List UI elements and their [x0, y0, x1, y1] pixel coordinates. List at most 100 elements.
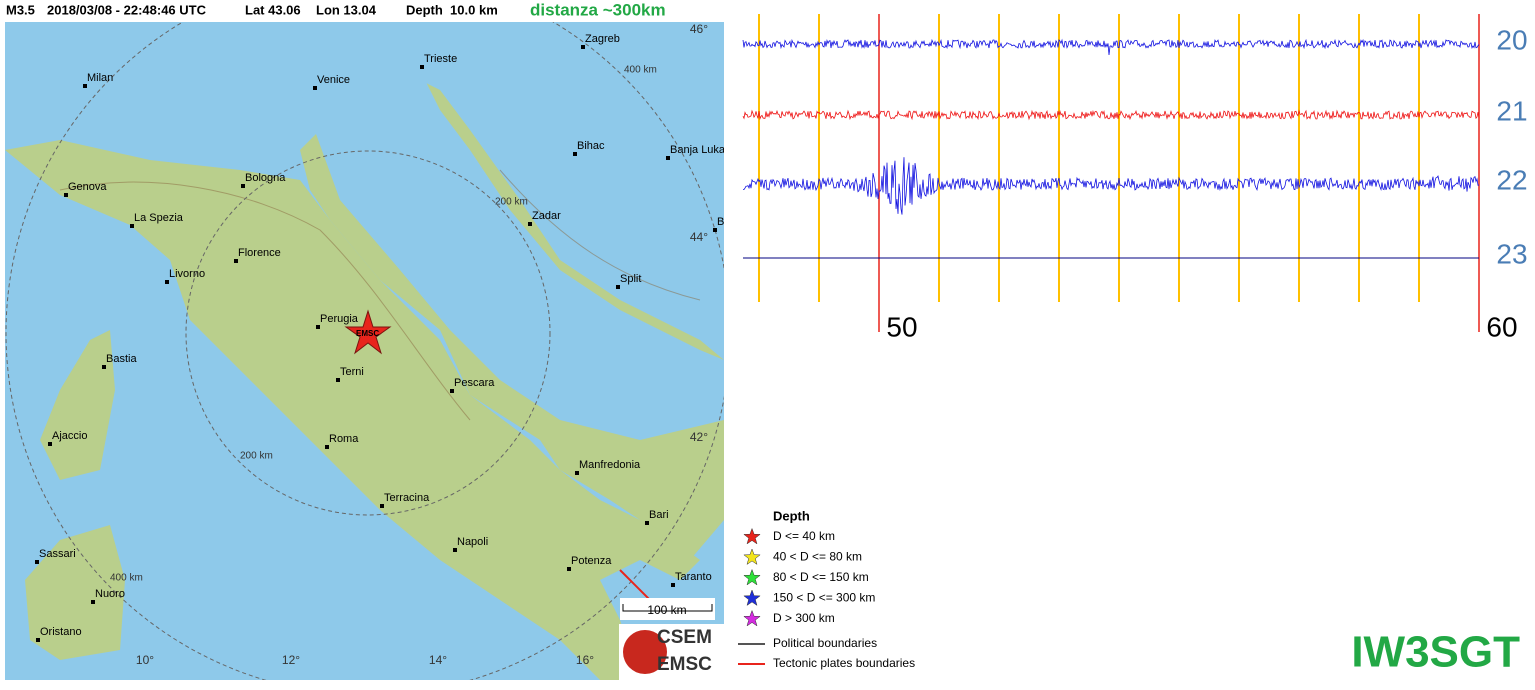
city-label: Bologna — [245, 172, 286, 184]
city-marker — [666, 156, 670, 160]
city-marker — [316, 325, 320, 329]
city-label: Zadar — [532, 210, 561, 222]
city-marker — [575, 471, 579, 475]
header: M3.5 2018/03/08 - 22:48:46 UTC Lat 43.06… — [6, 0, 666, 19]
city-label: Venice — [317, 74, 350, 86]
city-label: Perugia — [320, 313, 359, 325]
legend-label: 150 < D <= 300 km — [773, 591, 875, 605]
epicenter — [344, 309, 392, 355]
legend-label: Political boundaries — [773, 636, 877, 650]
island — [40, 330, 115, 480]
city-label: Napoli — [457, 536, 488, 548]
city-marker — [450, 389, 454, 393]
logo-text: CSEM — [657, 627, 712, 648]
city-marker — [616, 285, 620, 289]
land — [5, 140, 700, 680]
city-marker — [645, 521, 649, 525]
city-label: Terni — [340, 366, 364, 378]
land — [5, 22, 724, 560]
city-marker — [325, 445, 329, 449]
depth: Depth 10.0 km — [406, 2, 498, 17]
city-marker — [453, 548, 457, 552]
minute-label: 60 — [1486, 311, 1517, 342]
city-label: Banja Luka — [670, 144, 726, 156]
city-marker — [83, 84, 87, 88]
ring-400 — [5, 22, 724, 680]
city-marker — [671, 583, 675, 587]
map: Zagreb Trieste Venice Milan Bihac Banja Luka B… — [5, 22, 757, 680]
city-label: Florence — [238, 247, 281, 259]
scale-box — [620, 598, 715, 620]
logo-globe — [623, 630, 667, 674]
hour-label: 22 — [1496, 164, 1527, 195]
magnitude: M3.5 — [6, 2, 35, 17]
city-label: Nuoro — [95, 588, 125, 600]
city-marker — [35, 560, 39, 564]
city-marker — [380, 504, 384, 508]
legend: Depth D <= 40 km 40 < D <= 80 km 80 < D <=… — [738, 508, 915, 670]
island — [25, 525, 125, 660]
ring-label: 400 km — [110, 573, 143, 584]
distance: distanza ~300km — [530, 0, 666, 19]
legend-star — [743, 609, 761, 627]
city-label: Genova — [68, 181, 107, 193]
legend-star — [743, 548, 761, 565]
trace — [742, 38, 1480, 56]
hour-label: 21 — [1496, 95, 1527, 126]
lon-label: 10° — [136, 653, 154, 667]
city-marker — [48, 442, 52, 446]
scale-bar — [622, 604, 713, 612]
city-label: Livorno — [169, 268, 205, 280]
city-marker — [234, 259, 238, 263]
city-label: Taranto — [675, 571, 712, 583]
seismogram: 50 60 20 21 22 23 — [742, 14, 1528, 342]
city-marker — [336, 378, 340, 382]
ring-label: 200 km — [240, 451, 273, 462]
lat-label: 42° — [690, 430, 708, 444]
city-label: Sassari — [39, 548, 76, 560]
city-label: Oristano — [40, 626, 82, 638]
logo-text: EMSC — [657, 654, 712, 675]
legend-label: D <= 40 km — [773, 529, 835, 543]
city-marker — [91, 600, 95, 604]
lat: Lat 43.06 — [245, 2, 301, 17]
legend-title: Depth — [773, 508, 810, 523]
city-label: Trieste — [424, 53, 457, 65]
city-label: Split — [620, 273, 641, 285]
lon-label: 16° — [576, 653, 594, 667]
city-marker — [130, 224, 134, 228]
scale-label: 100 km — [647, 603, 686, 617]
lon-label: 12° — [282, 653, 300, 667]
city-marker — [36, 638, 40, 642]
trace — [742, 109, 1480, 121]
hour-label: 23 — [1496, 238, 1527, 269]
city-label: Roma — [329, 433, 359, 445]
city-label: Bugojno — [717, 216, 757, 228]
city-marker — [64, 193, 68, 197]
city-marker — [420, 65, 424, 69]
city-marker — [241, 184, 245, 188]
legend-label: Tectonic plates boundaries — [773, 656, 915, 670]
city-label: Pescara — [454, 377, 495, 389]
city-marker — [313, 86, 317, 90]
legend-label: D > 300 km — [773, 611, 835, 625]
lon: Lon 13.04 — [316, 2, 377, 17]
lat-label: 44° — [690, 230, 708, 244]
lon-label: 14° — [429, 653, 447, 667]
city-marker — [528, 222, 532, 226]
city-marker — [581, 45, 585, 49]
ring-200 — [185, 150, 551, 516]
signature: IW3SGT — [1351, 628, 1520, 677]
sea — [300, 70, 724, 440]
city-marker — [713, 228, 717, 232]
epicenter-label: EMSC — [356, 329, 379, 338]
ring-label: 400 km — [624, 65, 657, 76]
city-label: Manfredonia — [579, 459, 641, 471]
legend-label: 40 < D <= 80 km — [773, 550, 862, 564]
hour-label: 20 — [1496, 24, 1527, 55]
legend-label: 80 < D <= 150 km — [773, 570, 869, 584]
city-marker — [102, 365, 106, 369]
city-label: La Spezia — [134, 212, 184, 224]
